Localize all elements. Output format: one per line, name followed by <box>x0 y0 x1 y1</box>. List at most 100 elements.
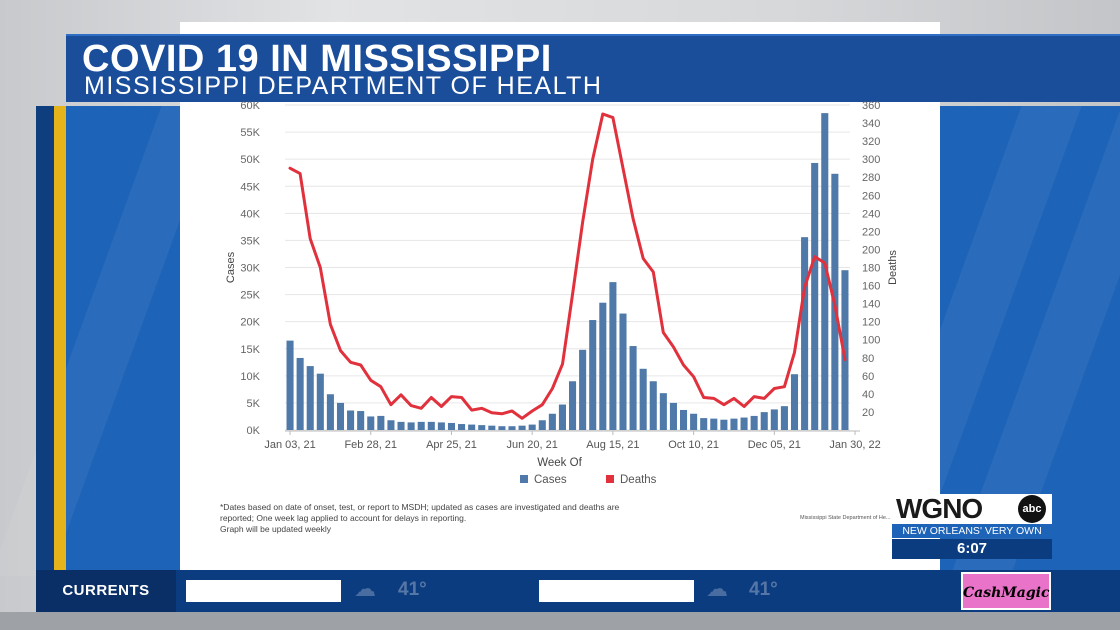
legend-swatch-deaths <box>606 475 614 483</box>
y2-tick-label: 80 <box>862 353 874 365</box>
y2-tick-label: 200 <box>862 244 880 256</box>
deaths-line-layer <box>288 112 847 420</box>
news-ticker: CURRENTS ☁ 41° ☁ 41° CashMagic <box>36 570 1120 612</box>
footnote-line: Graph will be updated weekly <box>220 524 332 534</box>
cases-bar <box>841 270 849 430</box>
y2-tick-label: 100 <box>862 335 880 347</box>
cases-bar <box>468 424 476 430</box>
cases-bar <box>569 381 577 430</box>
cases-bar <box>306 366 314 430</box>
cases-bar <box>326 394 334 430</box>
legend-label-cases: Cases <box>534 474 567 486</box>
ticker-slot <box>186 580 341 602</box>
y-tick-label: 30K <box>240 263 260 275</box>
cases-bar <box>679 409 688 430</box>
y-tick-label: 45K <box>240 181 260 193</box>
cases-bar <box>821 113 829 430</box>
cases-bar <box>720 419 728 430</box>
cases-bar <box>458 424 466 430</box>
cases-bar <box>639 368 647 430</box>
y2-tick-label: 360 <box>862 100 880 112</box>
y2-axis-title: Deaths <box>887 250 899 285</box>
cases-bar <box>528 424 536 430</box>
station-logo: WGNO abc NEW ORLEANS' VERY OWN 6:07 <box>892 493 1052 560</box>
cases-bar <box>407 422 415 430</box>
cases-bar <box>770 409 778 430</box>
title-banner: COVID 19 IN MISSISSIPPI MISSISSIPPI DEPA… <box>66 34 1120 102</box>
x-axis-title: Week Of <box>537 457 582 469</box>
cases-bar <box>629 346 637 430</box>
legend-swatch-cases <box>520 475 528 483</box>
y-axis-title: Cases <box>225 251 237 283</box>
cases-bar <box>599 302 607 430</box>
y-tick-label: 35K <box>240 235 260 247</box>
cases-bar <box>488 425 496 430</box>
chart-legend: Cases Deaths <box>520 474 657 486</box>
y-tick-label: 60K <box>240 100 260 112</box>
deaths-line <box>288 112 847 420</box>
cases-bar <box>669 402 677 430</box>
footnote-line: *Dates based on date of onset, test, or … <box>220 502 620 512</box>
ticker-temp: 41° <box>398 579 427 600</box>
cases-bar <box>347 410 355 430</box>
cases-bar <box>387 420 395 430</box>
y2-tick-label: 280 <box>862 172 880 184</box>
ticker-slot <box>539 580 694 602</box>
y2-tick-label: 20 <box>862 407 874 419</box>
cases-bar <box>790 374 799 430</box>
cases-bar <box>659 393 667 430</box>
cases-bar <box>498 426 506 430</box>
x-tick-label: Jan 03, 21 <box>264 439 315 451</box>
side-accent-bar <box>54 106 66 576</box>
chart-footnote: *Dates based on date of onset, test, or … <box>220 502 640 535</box>
y2-tick-label: 320 <box>862 136 880 148</box>
cases-bar <box>286 340 294 430</box>
logo-text: WGNO <box>896 493 983 524</box>
y-tick-label: 50K <box>240 154 260 166</box>
cases-bar <box>619 313 627 430</box>
y2-tick-label: 240 <box>862 208 880 220</box>
network-badge: abc <box>1018 495 1046 523</box>
cases-bar <box>579 349 587 430</box>
x-tick-label: Jun 20, 21 <box>507 439 558 451</box>
y2-tick-label: 140 <box>862 299 880 311</box>
cases-bar <box>710 418 718 430</box>
x-tick-label: Aug 15, 21 <box>586 439 639 451</box>
cloud-icon: ☁ <box>354 576 376 601</box>
ticker-temp: 41° <box>749 579 778 600</box>
cases-bar <box>700 418 708 430</box>
x-tick-label: Oct 10, 21 <box>668 439 719 451</box>
legend-label-deaths: Deaths <box>620 474 657 486</box>
cases-bar <box>316 373 324 430</box>
banner-title: COVID 19 IN MISSISSIPPI <box>82 38 552 80</box>
cases-bar <box>609 282 617 430</box>
cases-bar <box>558 404 566 430</box>
y2-tick-label: 180 <box>862 263 880 275</box>
y2-tick-label: 60 <box>862 371 874 383</box>
y2-tick-label: 260 <box>862 190 880 202</box>
bottom-bar <box>0 612 1120 630</box>
y-tick-label: 55K <box>240 127 260 139</box>
cases-bar <box>296 357 304 430</box>
cases-bar <box>478 425 486 430</box>
x-tick-label: Dec 05, 21 <box>748 439 801 451</box>
cases-bar <box>730 418 738 430</box>
source-credit: Mississippi State Department of He... <box>800 515 891 521</box>
y2-tick-label: 220 <box>862 226 880 238</box>
cases-bar <box>589 320 597 430</box>
cases-bar <box>447 422 456 430</box>
x-tick-label: Feb 28, 21 <box>344 439 397 451</box>
cases-bar <box>548 413 556 430</box>
cases-bars <box>286 113 849 430</box>
cases-bar <box>811 162 819 430</box>
cases-bar <box>690 413 698 430</box>
broadcast-clock: 6:07 <box>892 539 1052 559</box>
y-tick-label: 40K <box>240 208 260 220</box>
y2-tick-label: 340 <box>862 118 880 130</box>
cases-bar <box>377 415 385 430</box>
cases-bar <box>740 417 748 430</box>
y2-tick-label: 160 <box>862 281 880 293</box>
cases-bar <box>760 412 768 430</box>
cases-bar <box>437 422 445 430</box>
y-tick-label: 5K <box>247 398 261 410</box>
